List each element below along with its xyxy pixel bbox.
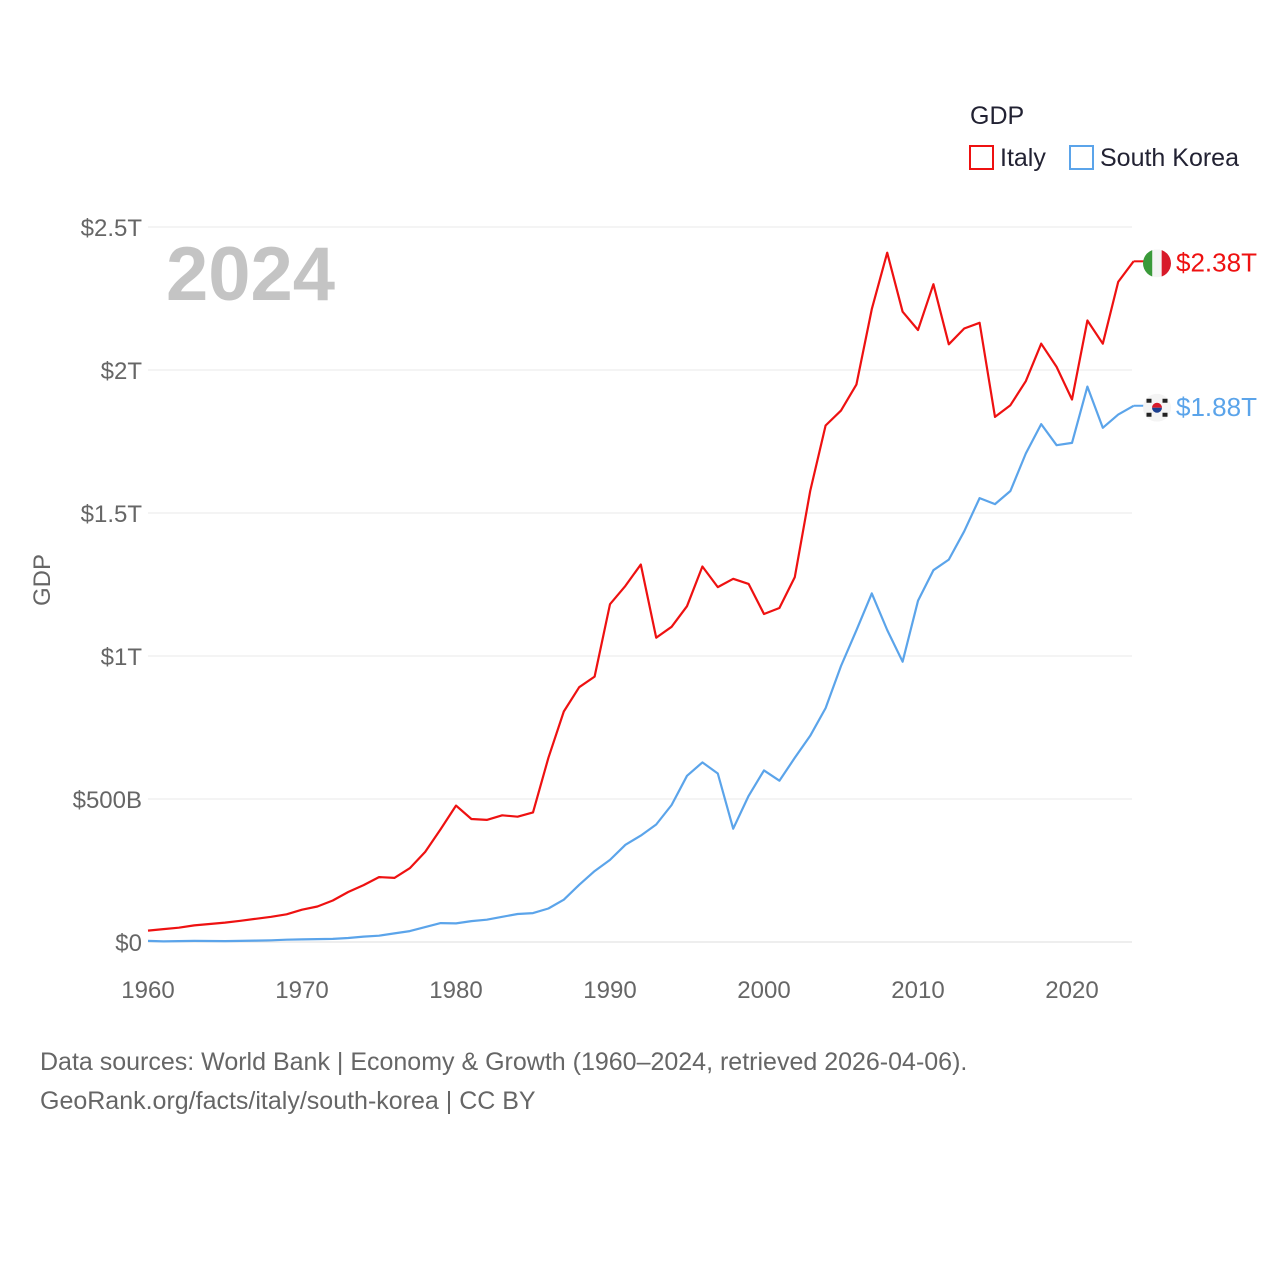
footer-sources: Data sources: World Bank | Economy & Gro… [40, 1048, 968, 1076]
legend-title: GDP [970, 102, 1024, 130]
legend-swatch-south-korea [1069, 145, 1094, 170]
x-tick-label: 1980 [429, 977, 482, 1004]
legend-label-italy: Italy [1000, 144, 1046, 172]
series-line-italy [147, 251, 1135, 932]
y-tick-label: $2.5T [81, 215, 143, 242]
y-tick-label: $2T [101, 358, 143, 385]
y-tick-label: $1.5T [81, 501, 143, 528]
legend-item-south-korea[interactable]: South Korea [1069, 144, 1239, 172]
x-tick-label: 2010 [891, 977, 944, 1004]
south-korea-flag-icon [1143, 393, 1171, 422]
y-axis-label: GDP [29, 554, 56, 606]
x-tick-label: 1970 [275, 977, 328, 1004]
legend-swatch-italy [969, 145, 994, 170]
end-value-label-south-korea: $1.88T [1176, 392, 1257, 422]
x-tick-label: 1960 [121, 977, 174, 1004]
legend-label-south-korea: South Korea [1100, 144, 1239, 172]
y-tick-label: $500B [73, 787, 142, 814]
legend: GDP Italy South Korea [969, 102, 1239, 172]
footer-link[interactable]: GeoRank.org/facts/italy/south-korea | CC… [40, 1087, 536, 1115]
y-tick-label: $1T [101, 644, 143, 671]
end-value-label-italy: $2.38T [1176, 247, 1257, 277]
x-tick-label: 1990 [583, 977, 636, 1004]
footer: Data sources: World Bank | Economy & Gro… [40, 1043, 967, 1121]
year-watermark: 2024 [166, 232, 335, 317]
x-tick-label: 2000 [737, 977, 790, 1004]
y-tick-label: $0 [115, 930, 142, 957]
italy-flag-icon [1143, 249, 1171, 278]
x-tick-label: 2020 [1045, 977, 1098, 1004]
series-line-south-korea [147, 385, 1135, 943]
legend-item-italy[interactable]: Italy [969, 144, 1046, 172]
